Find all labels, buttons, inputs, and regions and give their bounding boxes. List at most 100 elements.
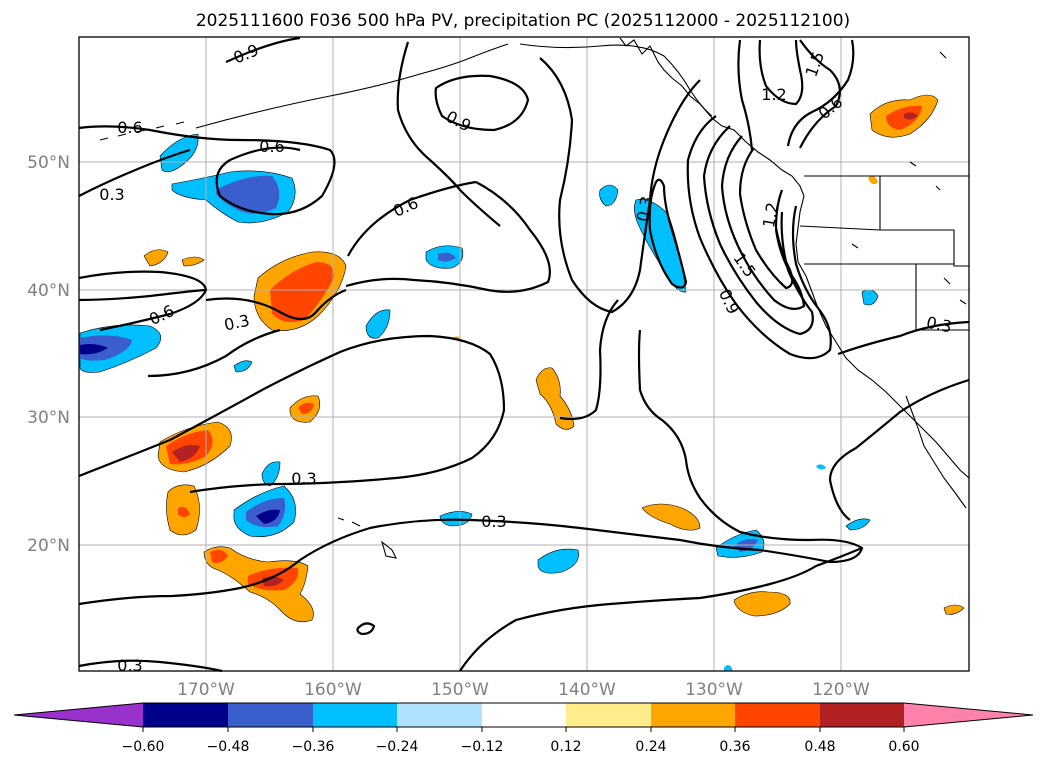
pv-contour xyxy=(205,288,347,321)
map-panel: 0.9 0.6 0.3 0.6 0.9 0.6 0.6 0.3 0.3 0.3 … xyxy=(78,36,970,675)
precip-area xyxy=(233,360,253,373)
precip-area xyxy=(724,665,732,671)
pv-contour xyxy=(78,288,207,302)
colorbar-tick-label: −0.48 xyxy=(207,739,250,755)
pv-contour xyxy=(737,39,754,151)
precip-area xyxy=(181,256,205,267)
pv-contour xyxy=(78,334,506,494)
precip-area xyxy=(261,461,281,487)
contour-label: 0.3 xyxy=(222,311,251,335)
pv-contour xyxy=(356,622,376,636)
contour-label: 0.3 xyxy=(291,469,316,488)
lat-label: 30°N xyxy=(27,408,70,428)
pv-contour xyxy=(396,41,501,227)
precip-area xyxy=(270,262,335,322)
precip-area xyxy=(845,518,871,531)
colorbar-extend-low xyxy=(14,703,143,727)
pv-contour xyxy=(347,180,477,257)
lon-label: 150°W xyxy=(431,680,489,700)
us-west-coast xyxy=(795,195,970,479)
aleutian-islands xyxy=(99,121,185,141)
precip-area xyxy=(641,503,701,531)
pv-contour xyxy=(758,39,804,106)
contour-label: 0.3 xyxy=(99,185,124,204)
colorbar-tick-label: 0.24 xyxy=(635,739,666,755)
canada-coast xyxy=(619,37,805,197)
map-background xyxy=(79,37,969,671)
colorbar-ticks xyxy=(142,727,905,732)
colorbar-segment xyxy=(143,703,228,727)
coastlines xyxy=(99,37,970,559)
colorbar-tick-label: −0.60 xyxy=(122,739,165,755)
contour-label: 0.3 xyxy=(117,656,142,675)
precip-area xyxy=(256,509,280,524)
colorbar-tick-label: 0.60 xyxy=(888,739,919,755)
colorbar-segment xyxy=(482,703,566,727)
pv-contour xyxy=(434,74,530,132)
small-islands xyxy=(851,51,967,305)
colorbar-tick-label: −0.36 xyxy=(292,739,335,755)
precip-area xyxy=(599,184,619,207)
lat-label: 20°N xyxy=(27,536,70,556)
precip-area xyxy=(438,252,456,262)
precip-area xyxy=(365,309,391,339)
aleutian-islands xyxy=(195,43,509,129)
map-frame xyxy=(78,36,970,672)
pv-contours xyxy=(78,36,970,673)
longitude-labels: 170°W 160°W 150°W 140°W 130°W 120°W xyxy=(177,680,870,700)
pv-contour xyxy=(78,659,223,673)
precip-area xyxy=(943,604,965,615)
precip-area xyxy=(172,444,200,462)
precip-area xyxy=(904,112,918,120)
pv-contour xyxy=(147,328,281,378)
pv-contour xyxy=(78,329,864,606)
pv-contour xyxy=(225,36,301,64)
pv-contour xyxy=(837,320,970,356)
contour-label: 0.6 xyxy=(259,137,284,156)
contour-label: 0.3 xyxy=(925,313,954,337)
pv-contour xyxy=(559,299,619,421)
colorbar-tick-label: 0.48 xyxy=(804,739,835,755)
lon-label: 160°W xyxy=(304,680,362,700)
colorbar-segment xyxy=(228,703,313,727)
precip-area xyxy=(537,548,579,574)
colorbar-segment xyxy=(397,703,482,727)
colorbar-extend-high xyxy=(904,703,1033,727)
contour-label: 1.2 xyxy=(759,201,782,229)
lat-label: 50°N xyxy=(27,153,70,173)
pv-contour xyxy=(78,148,191,197)
lon-label: 170°W xyxy=(177,680,235,700)
pv-contour xyxy=(702,125,814,336)
precip-area xyxy=(298,402,314,414)
pv-contour xyxy=(459,546,863,672)
pv-contour xyxy=(786,39,855,147)
state-borders xyxy=(799,175,969,331)
colorbar-tick-label: −0.12 xyxy=(461,739,504,755)
pv-contour xyxy=(799,39,841,149)
pv-contour xyxy=(345,181,551,293)
contour-label: 1.2 xyxy=(761,85,786,104)
precip-area xyxy=(80,344,108,355)
contour-label: 0.3 xyxy=(481,512,506,531)
baja-california xyxy=(905,395,967,509)
precip-area xyxy=(733,591,791,617)
precip-area xyxy=(868,175,878,185)
pv-contour xyxy=(686,115,832,360)
pv-contour xyxy=(648,178,688,289)
colorbar-segment xyxy=(651,703,735,727)
colorbar-segment xyxy=(566,703,651,727)
lon-label: 120°W xyxy=(812,680,870,700)
lon-label: 140°W xyxy=(558,680,616,700)
lat-label: 40°N xyxy=(27,281,70,301)
colorbar-tick-label: 0.12 xyxy=(550,739,581,755)
lon-label: 130°W xyxy=(685,680,743,700)
figure-title: 2025111600 F036 500 hPa PV, precipitatio… xyxy=(196,11,850,31)
colorbar-segment xyxy=(820,703,904,727)
pv-contour xyxy=(78,125,336,216)
alaska-coast xyxy=(519,43,713,117)
precip-area xyxy=(143,249,169,267)
contour-label: 0.3 xyxy=(633,194,657,223)
precip-area xyxy=(210,549,228,564)
hawaii-islands xyxy=(337,517,397,559)
colorbar-segment xyxy=(735,703,820,727)
